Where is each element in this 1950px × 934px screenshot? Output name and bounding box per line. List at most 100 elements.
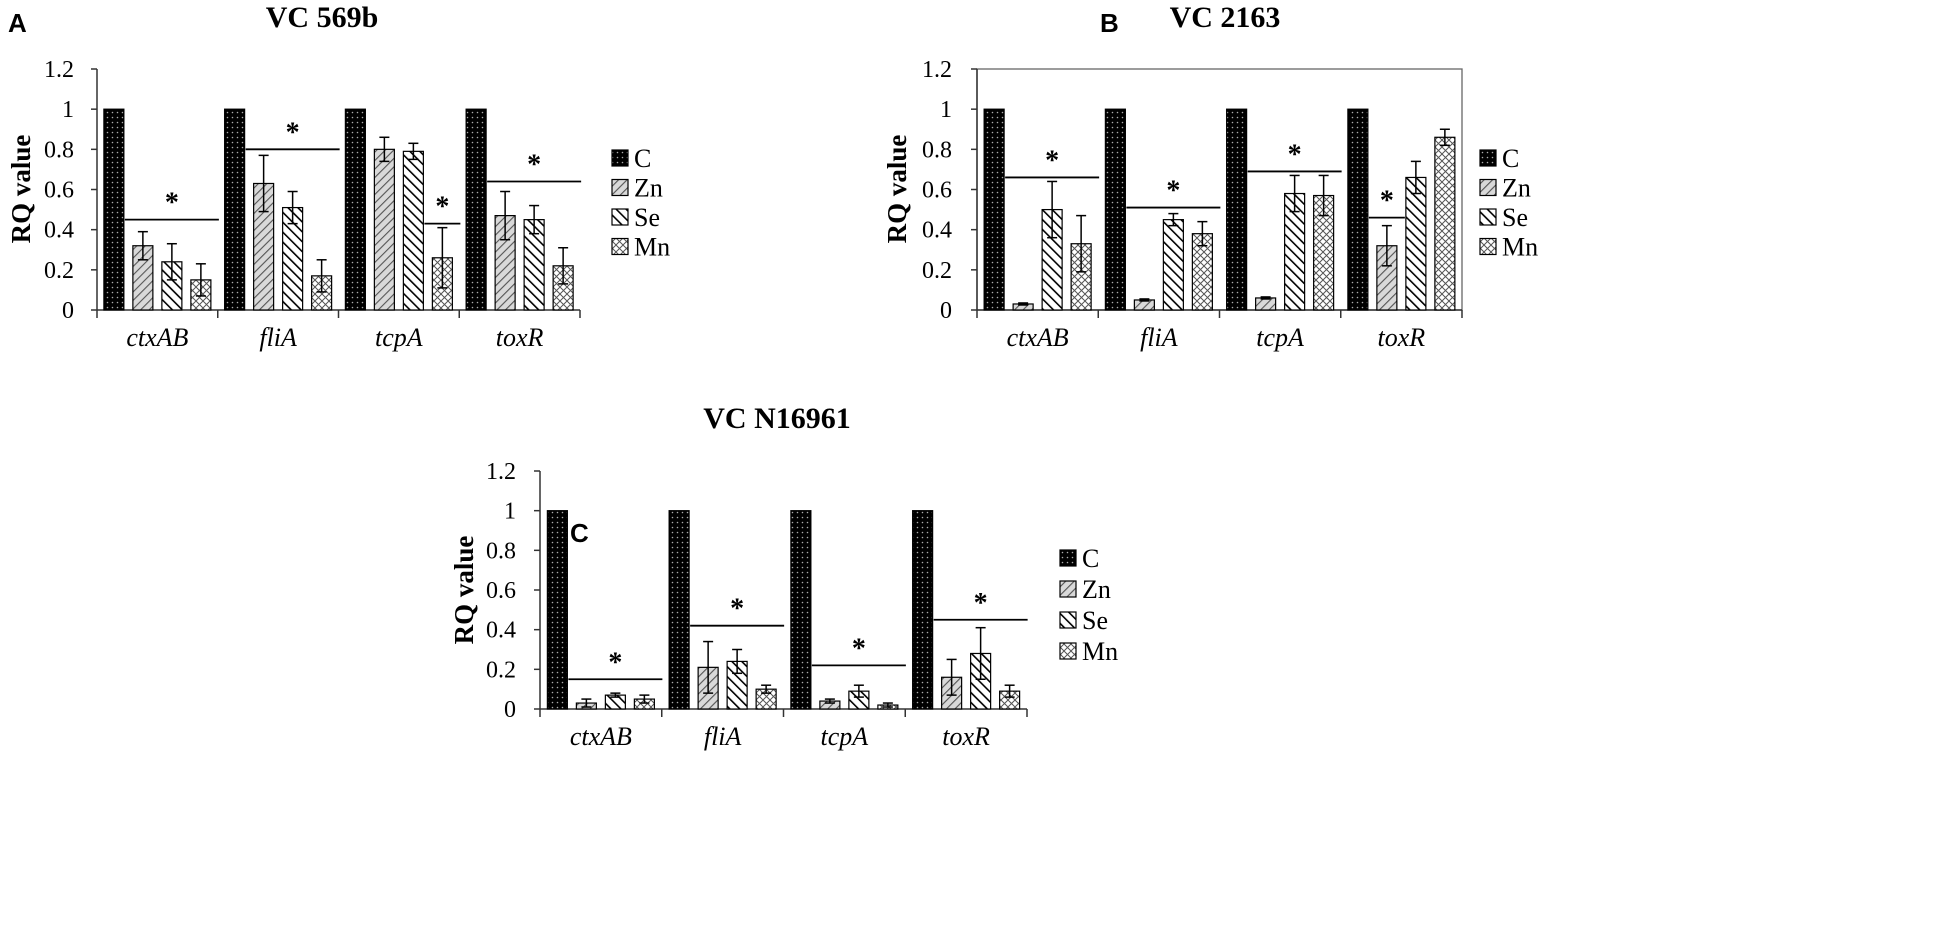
x-category-label: tcpA bbox=[375, 323, 423, 352]
legend-swatch bbox=[1059, 580, 1077, 598]
bar-se-flia bbox=[1162, 219, 1184, 311]
legend-label: Mn bbox=[1082, 637, 1118, 666]
error-bar bbox=[558, 246, 569, 285]
legend-label: Se bbox=[634, 203, 660, 232]
chart-panel-a: VC 569b 0 0.2 0.4 0.6 0.8 1 1.2 RQ value ctxAB fli… bbox=[6, 1, 670, 352]
error-bar bbox=[137, 230, 148, 261]
bar-c-ctxab bbox=[103, 108, 125, 311]
panel-label-b: B bbox=[1100, 8, 1119, 38]
error-bar bbox=[1018, 302, 1029, 306]
x-category-label: tcpA bbox=[821, 722, 869, 751]
y-axis-label: RQ value bbox=[882, 135, 912, 244]
chart-title: VC 569b bbox=[266, 1, 379, 34]
x-category-label: toxR bbox=[942, 722, 990, 751]
x-category-label: toxR bbox=[1378, 323, 1426, 352]
legend-swatch bbox=[1059, 611, 1077, 629]
legend-item-c: C bbox=[1479, 144, 1519, 173]
error-bar bbox=[166, 242, 177, 281]
error-bar bbox=[639, 694, 650, 704]
error-bar bbox=[195, 263, 206, 297]
significance-star: * bbox=[608, 647, 622, 678]
significance-star: * bbox=[1166, 176, 1180, 207]
significance-star: * bbox=[527, 149, 541, 180]
x-category-label: fliA bbox=[259, 323, 297, 352]
x-category-label: fliA bbox=[1140, 323, 1178, 352]
legend-swatch bbox=[611, 178, 629, 197]
bar-mn-toxr bbox=[1434, 136, 1456, 311]
legend-label: C bbox=[634, 144, 651, 173]
bar-c-flia bbox=[224, 108, 246, 311]
y-tick-label: 0.4 bbox=[44, 218, 74, 244]
error-bar bbox=[581, 698, 592, 708]
legend-item-mn: Mn bbox=[1059, 637, 1118, 666]
error-bar bbox=[761, 684, 772, 694]
error-bar bbox=[975, 626, 986, 680]
error-bar bbox=[258, 154, 269, 213]
bar-c-toxr bbox=[465, 108, 487, 311]
legend-item-zn: Zn bbox=[1059, 575, 1111, 604]
legend-label: C bbox=[1082, 544, 1099, 573]
legend-swatch bbox=[1479, 237, 1497, 256]
y-tick-label: 1 bbox=[62, 97, 74, 123]
legend-label: Mn bbox=[634, 233, 670, 262]
significance-star: * bbox=[1288, 139, 1302, 170]
y-tick-label: 0.6 bbox=[44, 178, 74, 204]
chart-panel-b: VC 2163 0 0.2 0.4 0.6 0.8 1 1.2 RQ value ctxAB fli… bbox=[882, 1, 1538, 352]
significance-star: * bbox=[165, 188, 179, 219]
y-tick-label: 0 bbox=[940, 298, 952, 324]
legend-item-c: C bbox=[611, 144, 651, 173]
error-bar bbox=[1047, 180, 1058, 239]
error-bar bbox=[408, 142, 419, 161]
bar-c-flia bbox=[668, 510, 690, 710]
legend-swatch bbox=[1479, 149, 1497, 167]
panel-label-a: A bbox=[8, 8, 27, 38]
x-category-label: ctxAB bbox=[126, 323, 188, 352]
error-bar bbox=[379, 136, 390, 163]
y-tick-label: 0.2 bbox=[486, 657, 516, 683]
error-bar bbox=[316, 259, 327, 293]
y-tick-label: 0.8 bbox=[44, 137, 74, 163]
y-tick-label: 1.2 bbox=[44, 57, 74, 83]
y-tick-label: 1 bbox=[940, 97, 952, 123]
legend-swatch bbox=[1479, 208, 1497, 226]
error-bar bbox=[1260, 296, 1271, 300]
bar-c-flia bbox=[1104, 108, 1126, 311]
chart-panel-c: VC N16961 0 0.2 0.4 0.6 0.8 1 1.2 RQ value ctxAB f… bbox=[449, 402, 1118, 751]
legend-label: Se bbox=[1502, 203, 1528, 232]
error-bar bbox=[1139, 298, 1150, 302]
legend-item-se: Se bbox=[1059, 606, 1108, 635]
significance-star: * bbox=[1045, 145, 1059, 176]
y-axis-label: RQ value bbox=[449, 536, 479, 645]
y-tick-label: 1 bbox=[504, 499, 516, 525]
x-category-label: fliA bbox=[704, 722, 742, 751]
panel-label-c: C bbox=[570, 518, 589, 548]
error-bar bbox=[437, 226, 448, 289]
significance-star: * bbox=[852, 633, 866, 664]
legend-item-zn: Zn bbox=[611, 174, 663, 203]
legend-item-mn: Mn bbox=[1479, 233, 1538, 262]
y-tick-label: 0.4 bbox=[486, 618, 516, 644]
legend-swatch bbox=[1059, 549, 1077, 567]
y-tick-label: 0.4 bbox=[922, 218, 952, 244]
legend-swatch bbox=[611, 149, 629, 167]
x-category-label: ctxAB bbox=[570, 722, 632, 751]
legend-item-c: C bbox=[1059, 544, 1099, 573]
legend-item-mn: Mn bbox=[611, 233, 670, 262]
significance-star: * bbox=[730, 594, 744, 625]
x-category-label: ctxAB bbox=[1007, 323, 1069, 352]
error-bar bbox=[1410, 160, 1421, 195]
bar-c-toxr bbox=[1347, 108, 1369, 311]
y-axis-label: RQ value bbox=[6, 135, 36, 244]
x-category-label: toxR bbox=[496, 323, 544, 352]
y-tick-label: 1.2 bbox=[922, 57, 952, 83]
legend-swatch bbox=[1479, 178, 1497, 197]
chart-title: VC N16961 bbox=[703, 402, 851, 435]
legend-item-se: Se bbox=[1479, 203, 1528, 232]
error-bar bbox=[732, 648, 743, 675]
bar-c-ctxab bbox=[546, 510, 568, 710]
error-bar bbox=[824, 698, 835, 704]
error-bar bbox=[1439, 128, 1450, 147]
y-tick-label: 0 bbox=[62, 298, 74, 324]
bar-c-tcpa bbox=[790, 510, 812, 710]
